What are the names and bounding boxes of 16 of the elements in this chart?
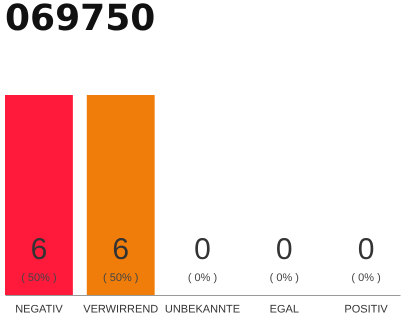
x-tick-label: EGAL bbox=[270, 304, 299, 316]
x-tick-label: NEGATIV bbox=[15, 304, 64, 316]
annotation: ( 50% ) bbox=[102, 272, 138, 284]
data-label: 6 bbox=[112, 233, 130, 266]
data-label: 6 bbox=[30, 233, 48, 266]
data-label: 0 bbox=[358, 233, 374, 266]
x-tick-label: UNBEKANNTE bbox=[164, 304, 240, 316]
data-label: 0 bbox=[194, 233, 211, 266]
x-tick-label: POSITIV bbox=[344, 304, 388, 316]
chart-title: 069750 bbox=[5, 0, 156, 39]
annotation: ( 0% ) bbox=[188, 272, 218, 284]
annotation: ( 0% ) bbox=[351, 272, 381, 284]
annotation: ( 0% ) bbox=[270, 272, 299, 284]
annotation: ( 50% ) bbox=[21, 272, 57, 284]
data-label: 0 bbox=[276, 233, 293, 266]
x-tick-label: VERWIRREND bbox=[83, 304, 158, 316]
